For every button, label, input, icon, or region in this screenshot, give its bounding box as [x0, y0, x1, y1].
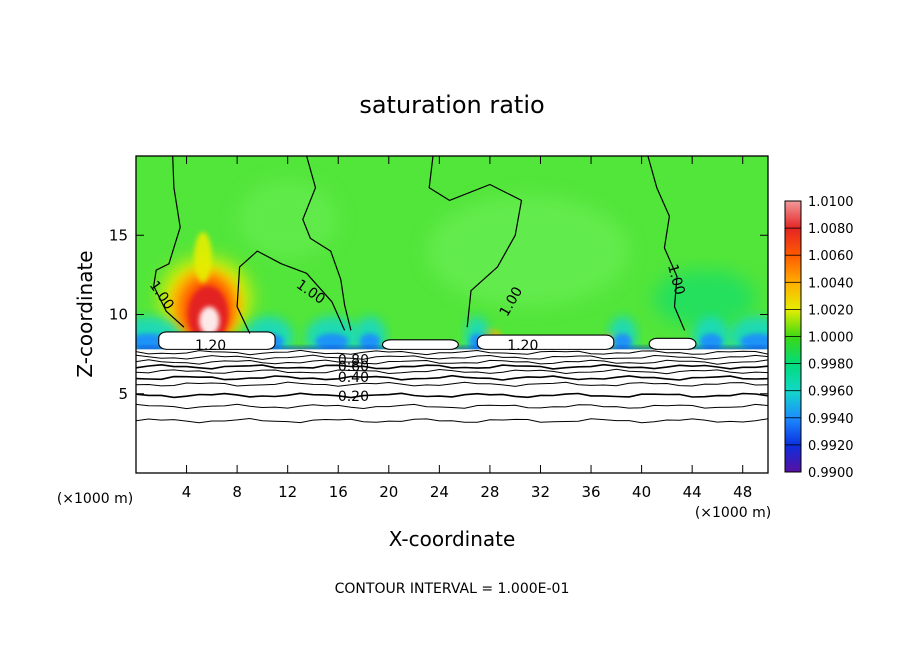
colorbar-segment-3 [785, 255, 801, 283]
cloud-region-1 [158, 331, 276, 350]
field-blob-9 [194, 232, 212, 283]
y-axis-ticks: 5 10 15 [109, 226, 768, 403]
colorbar: 1.0100 1.0080 1.0060 1.0040 1.0020 1.0000 0.99… [784, 195, 854, 481]
colorbar-segment-1 [785, 201, 801, 229]
y-tick-label-2: 10 [109, 306, 128, 324]
x-tick-label-4: 16 [329, 483, 348, 501]
contour-line-2 [136, 403, 768, 410]
colorbar-segment-7 [785, 363, 801, 392]
colorbar-label-3: 1.0060 [808, 249, 854, 264]
contour-line-8 [136, 359, 768, 365]
dry-band-core-3 [315, 333, 349, 350]
x-tick-label-7: 28 [480, 483, 499, 501]
colorbar-segment-4 [785, 282, 801, 310]
contour-line-5 [136, 374, 768, 381]
colorbar-segment-9 [785, 417, 801, 446]
cloud-region-3 [476, 334, 615, 350]
contour-curve-2 [236, 250, 346, 334]
colorbar-label-9: 0.9940 [808, 412, 854, 427]
contour-line-7 [136, 363, 768, 370]
colorbar-label-1: 1.0100 [808, 195, 854, 210]
contour-label-10: 0.20 [338, 389, 369, 405]
x-axis-label: X-coordinate [389, 527, 516, 551]
field-blob-3 [654, 270, 756, 328]
y-axis-label: Z-coordinate [73, 250, 97, 377]
contour-curve-4 [428, 156, 523, 328]
colorbar-label-5: 1.0020 [808, 303, 854, 318]
contour-interval-note: CONTOUR INTERVAL = 1.000E-01 [335, 581, 570, 597]
colorbar-segment-5 [785, 309, 801, 337]
x-tick-label-11: 44 [683, 483, 702, 501]
chart-title: saturation ratio [359, 91, 544, 119]
y-tick-label-3: 15 [109, 226, 128, 244]
subsaturated-layer [136, 349, 768, 473]
contour-label-7: 0.80 [338, 352, 369, 368]
colorbar-label-4: 1.0040 [808, 276, 854, 291]
x-tick-label-2: 8 [232, 483, 242, 501]
contour-line-4 [136, 381, 768, 387]
dry-band-core-7 [699, 333, 723, 350]
contour-label-4: 1.00 [664, 263, 688, 297]
contour-line-3 [136, 392, 768, 399]
x-tick-label-9: 36 [581, 483, 600, 501]
contour-line-9 [136, 354, 768, 360]
x-unit-label: (×1000 m) [695, 505, 771, 521]
field-blob-8 [199, 306, 220, 336]
colorbar-label-8: 0.9960 [808, 385, 854, 400]
x-tick-label-8: 32 [531, 483, 550, 501]
colorbar-segment-2 [785, 228, 801, 256]
contour-lines [136, 156, 768, 424]
contour-label-9: 0.40 [338, 370, 369, 386]
dry-band-core-8 [740, 333, 768, 350]
contour-label-6: 1.20 [507, 338, 538, 354]
x-tick-label-3: 12 [278, 483, 297, 501]
colorbar-label-10: 0.9920 [808, 439, 854, 454]
y-unit-label: (×1000 m) [57, 491, 133, 507]
dry-band-core-4 [359, 333, 380, 350]
x-tick-label-12: 48 [733, 483, 752, 501]
dry-band-core-6 [613, 333, 632, 350]
colorbar-segment-8 [785, 390, 801, 419]
x-tick-label-5: 20 [379, 483, 398, 501]
cloud-region-2 [381, 339, 459, 350]
field-blob-2 [237, 179, 339, 260]
contour-label-8: 0.60 [338, 359, 369, 375]
contour-line-1 [136, 417, 768, 424]
plot-area: 1.00 1.00 1.001.001.20 1.200.800.600.400.20 [136, 156, 768, 473]
x-tick-label-1: 4 [182, 483, 192, 501]
x-tick-label-10: 40 [632, 483, 651, 501]
cloud-region-4 [648, 337, 697, 350]
x-axis-ticks: 4 8 12 16 20 24 28 32 36 40 44 48 [182, 156, 752, 501]
cloud-regions [158, 331, 697, 350]
colorbar-segment-10 [785, 444, 801, 473]
colorbar-segment-6 [785, 336, 801, 365]
contour-line-6 [136, 368, 768, 375]
colorbar-label-6: 1.0000 [808, 331, 854, 346]
contour-line-10 [136, 349, 768, 356]
field-blob-1 [426, 195, 629, 307]
colorbar-label-11: 0.9900 [808, 466, 854, 481]
colorbar-label-7: 0.9980 [808, 358, 854, 373]
contour-curve-5 [647, 156, 686, 331]
y-tick-label-1: 5 [118, 385, 128, 403]
contour-curve-1 [153, 156, 185, 328]
contour-label-5: 1.20 [195, 338, 226, 354]
colorbar-label-2: 1.0080 [808, 222, 854, 237]
contour-curve-3 [302, 156, 352, 331]
x-tick-label-6: 24 [430, 483, 449, 501]
